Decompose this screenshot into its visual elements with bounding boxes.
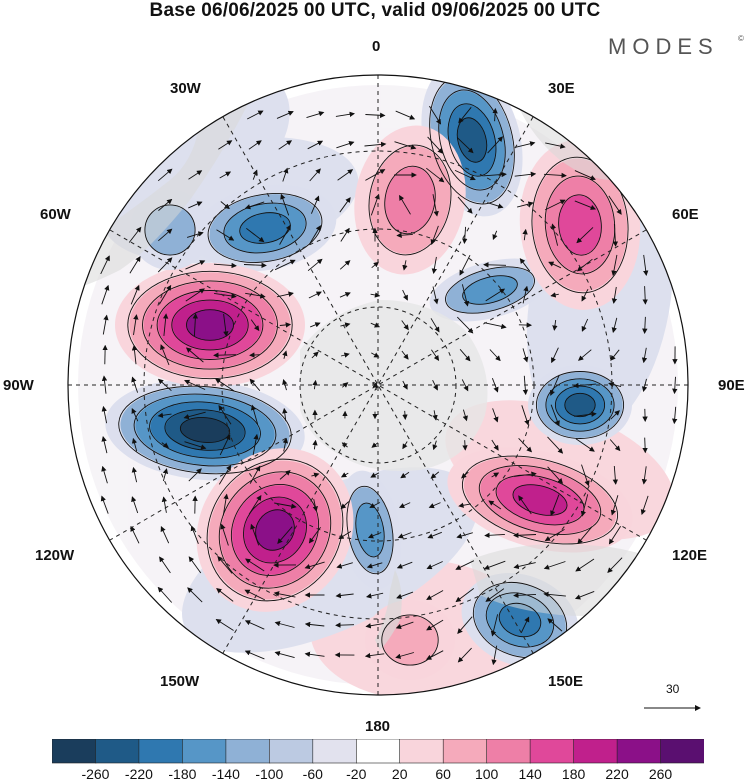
wind-arrow (405, 411, 406, 419)
colorbar-tick-label: -220 (125, 766, 153, 782)
lon-label-60w: 60W (40, 206, 71, 223)
lon-label-180: 180 (365, 718, 390, 735)
colorbar-tick-label: -260 (81, 766, 109, 782)
colorbar-tick-label: 180 (562, 766, 585, 782)
colorbar-cell (400, 739, 444, 763)
wind-arrow (484, 265, 506, 266)
colorbar-cell (530, 739, 574, 763)
colorbar-tick-label: 60 (435, 766, 451, 782)
lon-label-120w: 120W (35, 547, 74, 564)
colorbar-cell (574, 739, 618, 763)
colorbar-cell (52, 739, 96, 763)
colorbar-tick-label: 100 (475, 766, 498, 782)
wind-arrow (465, 440, 466, 450)
colorbar-tick-label: -100 (255, 766, 283, 782)
colorbar-cell (617, 739, 661, 763)
colorbar-tick-label: 260 (649, 766, 672, 782)
colorbar-tick-label: -20 (346, 766, 366, 782)
lon-label-90e: 90E (718, 377, 745, 394)
lon-label-30e: 30E (548, 80, 575, 97)
lon-label-150e: 150E (548, 673, 583, 690)
colorbar-cell (443, 739, 487, 763)
wind-arrow (336, 625, 354, 626)
colorbar-cell (182, 739, 226, 763)
colorbar-cell (487, 739, 531, 763)
wind-arrow (645, 438, 646, 453)
colorbar-cell (356, 739, 400, 763)
colorbar-cell (313, 739, 357, 763)
svg-text:+: + (372, 382, 380, 393)
lon-label-60e: 60E (672, 206, 699, 223)
anomaly-field: + (41, 29, 700, 710)
colorbar-cell (269, 739, 313, 763)
colorbar-tick-label: 140 (518, 766, 541, 782)
colorbar-tick-label: -60 (303, 766, 323, 782)
reference-vector-label: 30 (666, 682, 679, 696)
colorbar-tick-label: -140 (212, 766, 240, 782)
lon-label-120e: 120E (672, 547, 707, 564)
lon-label-150w: 150W (160, 673, 199, 690)
lon-label-0: 0 (372, 38, 380, 55)
colorbar-cell (139, 739, 183, 763)
reference-arrow-icon (640, 698, 710, 728)
colorbar-tick-label: -180 (168, 766, 196, 782)
lon-label-90w: 90W (3, 377, 34, 394)
colorbar (52, 739, 704, 765)
colorbar-cell (96, 739, 140, 763)
colorbar-tick-label: 20 (392, 766, 408, 782)
colorbar-labels: -260 -220 -180 -140 -100 -60 -20 20 60 100 140 180 2… (0, 766, 750, 784)
lon-label-30w: 30W (170, 80, 201, 97)
colorbar-cell (661, 739, 705, 763)
colorbar-cell (226, 739, 270, 763)
colorbar-tick-label: 220 (605, 766, 628, 782)
